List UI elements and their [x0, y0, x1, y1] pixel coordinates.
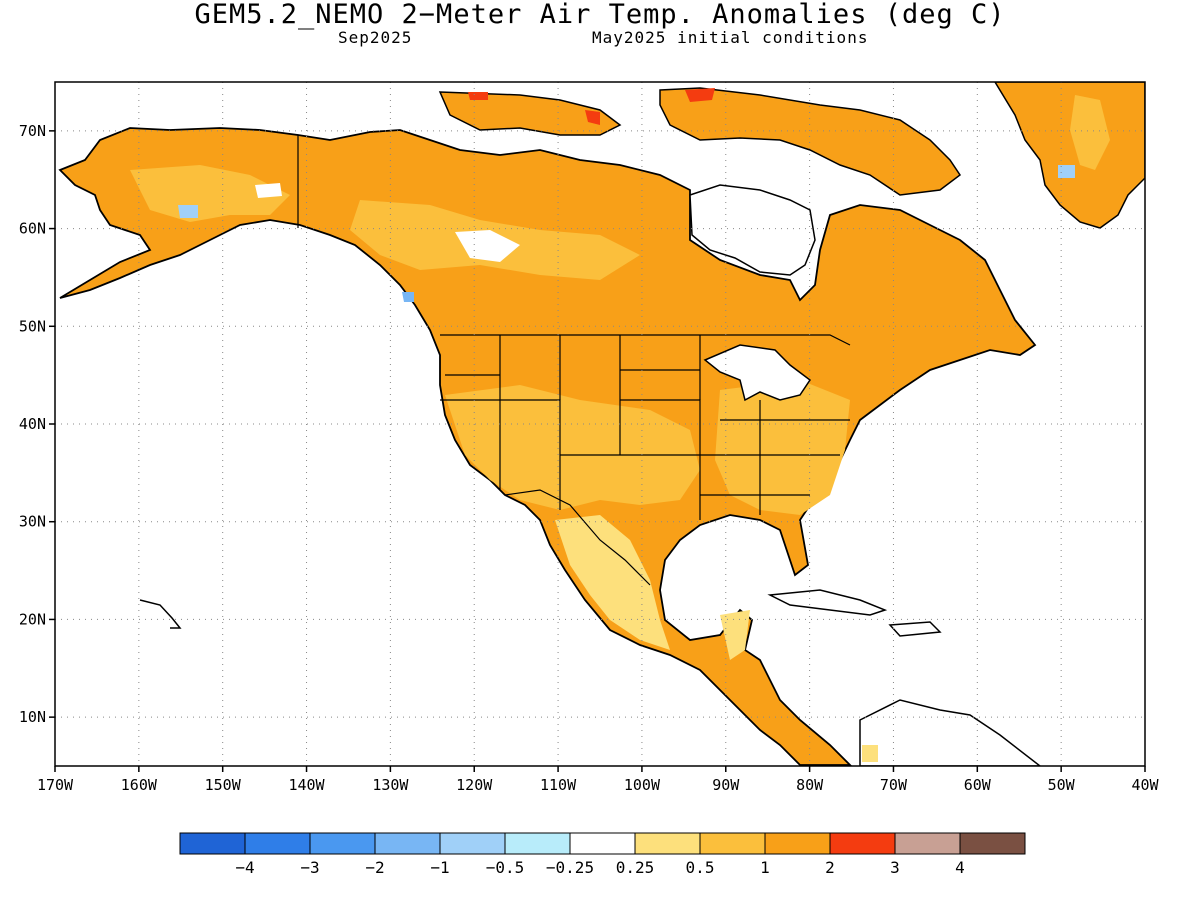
arctic-islands-east: [659, 87, 962, 196]
lon-tick-label: 80W: [796, 776, 824, 794]
colorbar-swatch: [634, 832, 701, 855]
lon-tick-label: 120W: [456, 776, 493, 794]
anomaly-field: [58, 82, 1145, 766]
lon-tick-label: 110W: [540, 776, 577, 794]
colorbar-swatch: [894, 832, 961, 855]
hudson-bay: [689, 184, 816, 276]
colorbar-swatch: [179, 832, 246, 855]
hawaii: [139, 599, 182, 629]
lat-tick-label: 70N: [19, 122, 46, 140]
colorbar-label: 1: [760, 858, 770, 877]
longitude-axis: 170W 160W 150W 140W 130W 120W 110W 100W 90W 80W 70…: [37, 766, 1160, 794]
arctic-hot-spot-3: [468, 92, 488, 100]
colorbar-label: 3: [890, 858, 900, 877]
lat-tick-label: 40N: [19, 415, 46, 433]
colorbar-label: −0.25: [546, 858, 594, 877]
colorbar-swatch: [569, 832, 636, 855]
anomaly-mexico-lighter: [555, 515, 670, 650]
lon-tick-label: 50W: [1048, 776, 1076, 794]
lon-tick-label: 40W: [1131, 776, 1159, 794]
colorbar-swatch: [699, 832, 766, 855]
lat-tick-label: 20N: [19, 610, 46, 628]
initial-conditions: May2025 initial conditions: [592, 28, 869, 47]
anomaly-east-light: [715, 380, 850, 515]
colorbar-label: −4: [235, 858, 254, 877]
arctic-hot-spot-2: [585, 110, 600, 125]
hispaniola: [888, 621, 942, 637]
anomaly-neutral-alaska: [255, 183, 282, 198]
colorbar-swatch: [764, 832, 831, 855]
anomaly-neutral-canada: [455, 230, 520, 262]
colorbar-label: −1: [430, 858, 449, 877]
colorbar-label: 0.5: [686, 858, 715, 877]
arctic-hot-spot: [685, 88, 715, 102]
colorbar-swatch: [504, 832, 571, 855]
lat-tick-label: 30N: [19, 513, 46, 531]
colorbar-swatch: [959, 832, 1026, 855]
lat-tick-label: 50N: [19, 317, 46, 335]
south-america-land: [859, 699, 1042, 766]
lon-tick-label: 60W: [964, 776, 992, 794]
lon-tick-label: 70W: [880, 776, 908, 794]
lon-tick-label: 170W: [37, 776, 74, 794]
political-boundaries: [297, 135, 851, 586]
arctic-islands: [438, 91, 622, 136]
lat-tick-label: 10N: [19, 708, 46, 726]
lon-tick-label: 140W: [288, 776, 325, 794]
colorbar-label: −0.5: [486, 858, 525, 877]
latitude-axis: 10N 20N 30N 40N 50N 60N 70N: [19, 122, 55, 726]
greenland-land: [994, 82, 1145, 229]
forecast-month: Sep2025: [338, 28, 413, 47]
lon-tick-label: 160W: [121, 776, 158, 794]
colorbar-swatch: [309, 832, 376, 855]
anomaly-neg-alaska: [178, 205, 198, 218]
lat-tick-label: 60N: [19, 220, 46, 238]
colorbar-label: 0.25: [616, 858, 655, 877]
colorbar-label: −2: [365, 858, 384, 877]
anomaly-alaska-light: [130, 165, 290, 222]
anomaly-rockies-light: [445, 385, 700, 510]
lon-tick-label: 100W: [624, 776, 661, 794]
anomaly-neg-greenland: [1058, 165, 1075, 178]
colorbar-label: −3: [300, 858, 319, 877]
lon-tick-label: 150W: [205, 776, 242, 794]
south-america-light: [862, 745, 878, 762]
anomaly-yucatan-lighter: [720, 610, 750, 660]
colorbar-label: 4: [955, 858, 965, 877]
colorbar-swatch: [439, 832, 506, 855]
lon-tick-label: 130W: [372, 776, 409, 794]
caribbean-islands: [767, 589, 888, 616]
colorbar: −4 −3 −2 −1 −0.5 −0.25 0.25 0.5 1 2 3 4: [179, 832, 1026, 877]
colorbar-swatch: [829, 832, 896, 855]
colorbar-swatch: [374, 832, 441, 855]
colorbar-label: 2: [825, 858, 835, 877]
lon-tick-label: 90W: [712, 776, 740, 794]
colorbar-swatch: [244, 832, 311, 855]
greenland-light-patch: [1070, 95, 1110, 170]
great-lakes: [703, 344, 812, 402]
graticule: [55, 82, 1145, 766]
map-title: GEM5.2_NEMO 2−Meter Air Temp. Anomalies …: [194, 0, 1006, 30]
anomaly-neg-bc: [402, 292, 414, 302]
